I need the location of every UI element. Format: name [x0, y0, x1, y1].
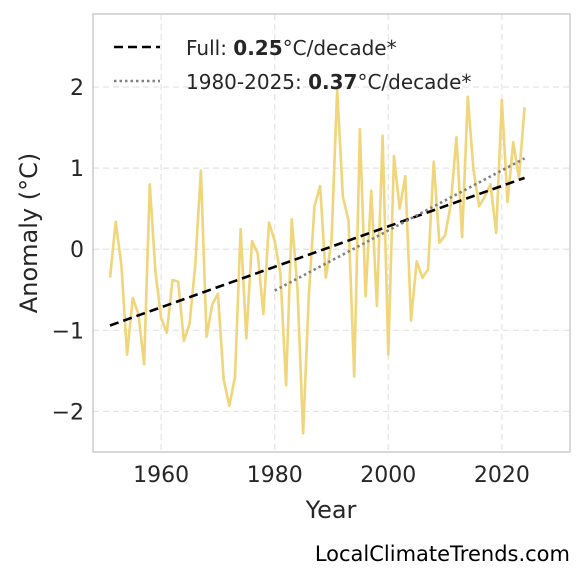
y-axis-label: Anomaly (°C) — [15, 153, 43, 313]
trend-line-full — [109, 176, 526, 327]
legend-full-value: 0.25 — [233, 36, 282, 60]
y-tick-labels: −2 −1 0 1 2 — [52, 76, 84, 425]
legend: Full: 0.25°C/decade* 1980-2025: 0.37°C/d… — [114, 36, 471, 94]
x-axis-label: Year — [305, 496, 357, 524]
y-tick-label: 1 — [70, 157, 84, 182]
legend-full-prefix: Full: — [186, 36, 233, 60]
anomaly-series-line — [108, 88, 526, 435]
x-tick-label: 1980 — [247, 463, 303, 488]
credit-text: LocalClimateTrends.com — [315, 542, 570, 566]
y-tick-label: −1 — [52, 319, 84, 344]
x-tick-label: 1960 — [133, 463, 189, 488]
x-tick-label: 2000 — [360, 463, 416, 488]
y-tick-label: 2 — [70, 76, 84, 101]
legend-recent-label: 1980-2025: 0.37°C/decade* — [186, 70, 471, 94]
plot-frame — [92, 13, 571, 453]
y-tick-label: −2 — [52, 400, 84, 425]
series-layer — [108, 88, 526, 435]
x-tick-label: 2020 — [474, 463, 530, 488]
legend-full-suffix: °C/decade* — [283, 36, 397, 60]
y-tick-label: 0 — [70, 238, 84, 263]
legend-recent-value: 0.37 — [308, 70, 357, 94]
legend-recent-prefix: 1980-2025: — [186, 70, 308, 94]
x-tick-labels: 1960 1980 2000 2020 — [133, 463, 530, 488]
legend-full-label: Full: 0.25°C/decade* — [186, 36, 397, 60]
legend-recent-suffix: °C/decade* — [357, 70, 471, 94]
grid — [93, 14, 570, 452]
